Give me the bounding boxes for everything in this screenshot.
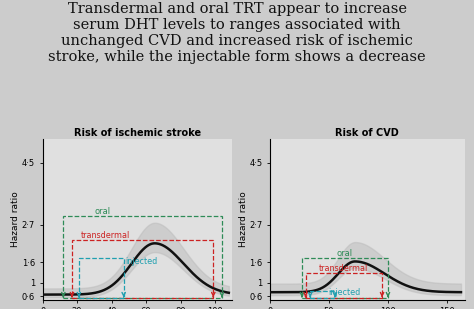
Text: oral: oral	[337, 249, 353, 258]
Y-axis label: Hazard ratio: Hazard ratio	[239, 192, 248, 247]
Bar	[310, 291, 335, 298]
Text: transdermal: transdermal	[81, 231, 130, 239]
Bar	[72, 240, 213, 298]
Y-axis label: Hazard ratio: Hazard ratio	[11, 192, 20, 247]
Bar	[64, 216, 222, 298]
Text: oral: oral	[95, 207, 111, 216]
Text: transdermal: transdermal	[319, 264, 368, 273]
Title: Risk of CVD: Risk of CVD	[336, 128, 399, 138]
Text: injected: injected	[328, 288, 361, 297]
Title: Risk of ischemic stroke: Risk of ischemic stroke	[74, 128, 201, 138]
Text: injected: injected	[126, 257, 158, 266]
Text: Transdermal and oral TRT appear to increase
serum DHT levels to ranges associate: Transdermal and oral TRT appear to incre…	[48, 2, 426, 64]
Bar	[79, 258, 124, 298]
Bar	[306, 273, 382, 298]
Bar	[302, 258, 388, 298]
